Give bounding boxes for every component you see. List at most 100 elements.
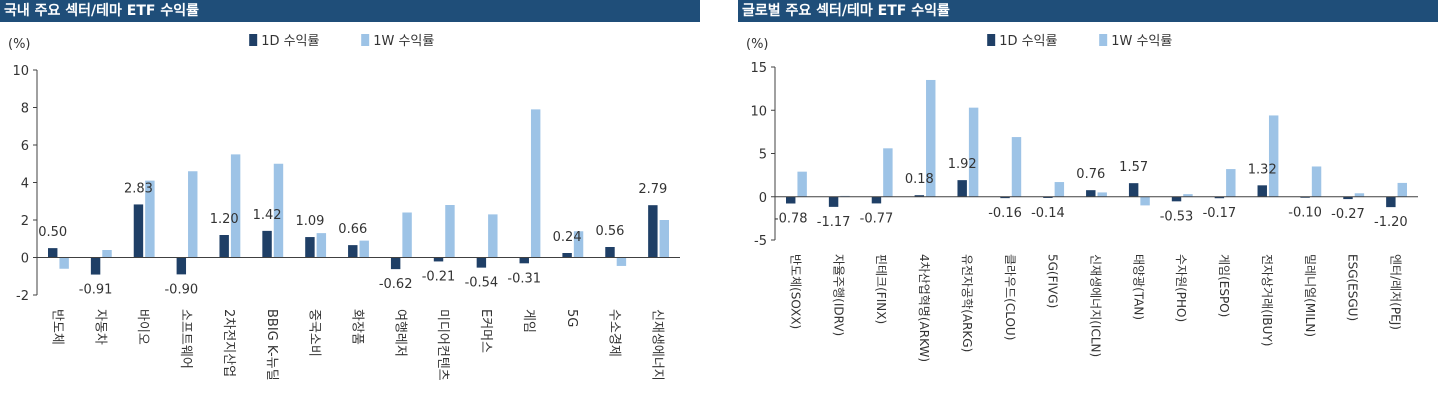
bar-1w xyxy=(145,180,155,258)
legend-swatch-1w xyxy=(361,34,370,46)
bar-1w xyxy=(1097,192,1107,197)
data-label-1d: 1.42 xyxy=(253,208,282,223)
bar-1w xyxy=(1011,137,1022,197)
bar-1d xyxy=(1128,183,1139,197)
data-label-1d: 1.57 xyxy=(1119,160,1148,175)
bar-1w xyxy=(359,240,369,258)
data-label-1d: 0.76 xyxy=(1076,167,1105,182)
legend-swatch-1d xyxy=(987,34,996,46)
bar-1d xyxy=(305,237,315,258)
category-label: 태양광(TAN) xyxy=(1131,254,1145,320)
data-label-1d: -0.78 xyxy=(774,211,808,226)
category-label: 여행레저 xyxy=(392,309,408,357)
y-tick-label: 10 xyxy=(12,64,29,79)
bar-1w xyxy=(1397,182,1407,197)
category-label: 반도체(SOXX) xyxy=(788,254,802,329)
data-label-1d: 0.18 xyxy=(905,172,934,187)
y-tick-label: 5 xyxy=(759,148,767,163)
y-tick-label: 15 xyxy=(750,61,767,76)
category-label: ESG(ESGU) xyxy=(1346,254,1360,321)
data-label-1d: -1.20 xyxy=(1374,215,1408,230)
bar-1d xyxy=(133,204,144,258)
y-tick-label: 6 xyxy=(21,139,29,154)
bar-1d xyxy=(90,257,101,275)
bar-1d xyxy=(1086,190,1096,197)
bar-1d xyxy=(957,180,967,197)
data-label-1d: 1.09 xyxy=(295,214,324,229)
data-label-1d: -0.90 xyxy=(164,282,198,297)
data-label-1d: 1.92 xyxy=(948,157,977,172)
data-label-1d: -0.17 xyxy=(1203,206,1237,221)
data-label-1d: -0.54 xyxy=(465,276,499,291)
bar-1d xyxy=(648,205,658,258)
bar-1d xyxy=(605,247,615,258)
bar-1w xyxy=(1268,115,1279,197)
bar-1w xyxy=(316,233,327,258)
bar-1d xyxy=(871,196,882,204)
category-label: 신재생에너지(ICLN) xyxy=(1089,254,1103,357)
legend-label-1w: 1W 수익률 xyxy=(373,34,434,49)
data-label-1d: -0.31 xyxy=(507,271,541,286)
bar-1w xyxy=(883,148,893,197)
category-label: 중국소비 xyxy=(307,309,322,357)
domestic-chart-title: 국내 주요 섹터/테마 ETF 수익률 xyxy=(0,0,700,22)
legend-swatch-1d xyxy=(249,34,258,46)
bar-1d xyxy=(48,248,58,258)
bar-1w xyxy=(926,79,936,197)
bar-1d xyxy=(786,196,796,204)
global-etf-chart: (%) 1D 수익률 1W 수익률 -5 0 5 10 15 -0.78 반도체(SOXX) -1.… xyxy=(746,34,1418,362)
bar-1w xyxy=(102,250,112,258)
category-label: 엔터/레저(PEJ) xyxy=(1389,254,1403,330)
category-label: 바이오 xyxy=(135,309,150,345)
bar-1d xyxy=(476,257,487,268)
bar-1w xyxy=(188,171,198,258)
data-label-1d: -0.53 xyxy=(1160,209,1194,224)
category-label: BBIG K-뉴딜 xyxy=(264,309,279,381)
bar-1w xyxy=(616,257,627,266)
global-chart-title: 글로벌 주요 섹터/테마 ETF 수익률 xyxy=(738,0,1438,22)
bar-1d xyxy=(390,257,401,270)
bar-1w xyxy=(1140,196,1150,206)
y-tick-label: -5 xyxy=(754,234,767,249)
bar-1d xyxy=(1171,196,1182,202)
data-label-1d: -0.21 xyxy=(422,269,456,284)
bar-1d xyxy=(1214,196,1225,199)
data-label-1d: -0.77 xyxy=(860,211,894,226)
bar-1d xyxy=(1343,196,1353,200)
bar-1d xyxy=(1386,196,1396,208)
bar-1d xyxy=(262,230,272,258)
bar-1w xyxy=(273,163,284,258)
bar-1w xyxy=(1354,193,1365,197)
bar-1d xyxy=(348,245,358,258)
bar-1d xyxy=(828,196,839,207)
data-label-1d: 0.56 xyxy=(596,224,625,239)
bar-1d xyxy=(914,195,925,197)
data-label-1d: 0.66 xyxy=(338,222,367,237)
category-label: E커머스 xyxy=(478,309,493,353)
category-label: 화장품 xyxy=(350,309,365,345)
bar-1w xyxy=(1311,166,1322,197)
data-label-1d: -1.17 xyxy=(817,215,851,230)
bar-1w xyxy=(1054,182,1065,197)
global-etf-panel: 글로벌 주요 섹터/테마 ETF 수익률 (%) 1D 수익률 1W 수익률 -5 0 5… xyxy=(738,0,1438,405)
y-tick-label: -2 xyxy=(16,289,29,304)
bar-1w xyxy=(488,214,498,258)
bar-1d xyxy=(519,257,529,264)
y-tick-label: 0 xyxy=(21,252,29,267)
category-label: 밀레니얼(MILN) xyxy=(1303,254,1317,337)
y-unit-label: (%) xyxy=(746,37,769,52)
bar-1d xyxy=(219,235,229,258)
bar-1w xyxy=(659,220,669,258)
data-label-1d: -0.16 xyxy=(988,206,1022,221)
bar-1w xyxy=(1226,169,1236,197)
bar-1w xyxy=(445,205,455,258)
y-tick-label: 8 xyxy=(21,102,29,117)
data-label-1d: -0.27 xyxy=(1331,207,1365,222)
category-label: 4차산업혁명(ARKW) xyxy=(917,254,931,362)
bar-1d xyxy=(1257,185,1267,197)
category-label: 2차전지산업 xyxy=(221,309,236,377)
bar-1d xyxy=(433,257,444,262)
bar-1w xyxy=(230,154,241,258)
bar-1w xyxy=(573,231,584,258)
data-label-1d: -0.62 xyxy=(379,277,413,292)
